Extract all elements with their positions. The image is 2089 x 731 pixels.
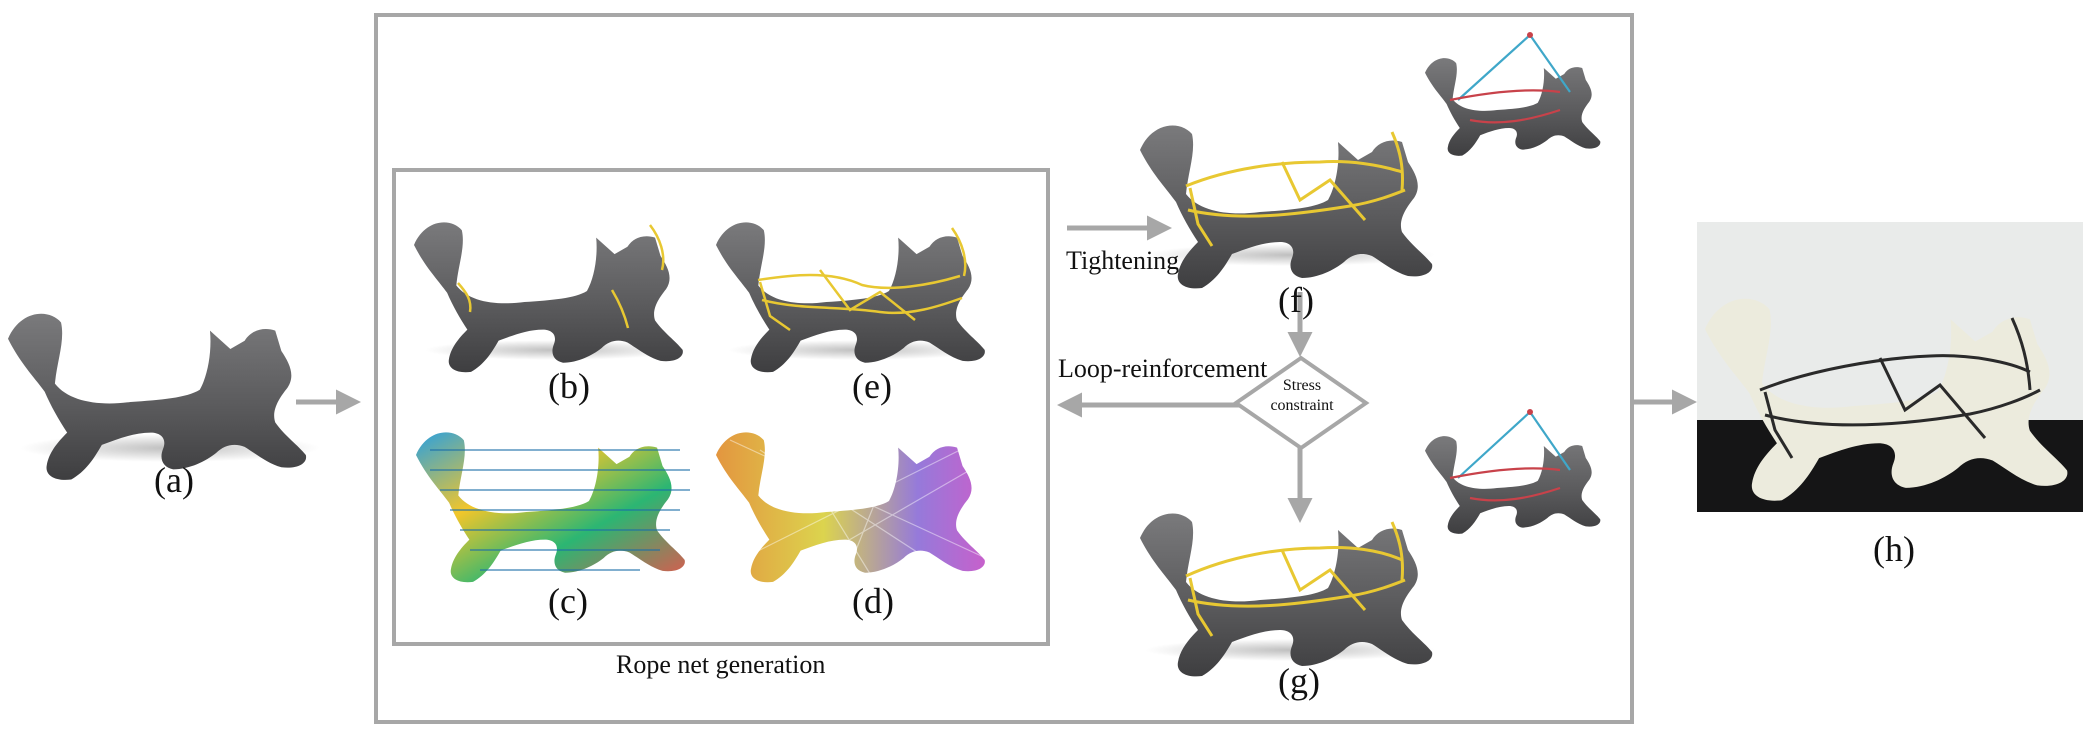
stress-constraint-diamond [1232,355,1370,451]
panel-label-g: (g) [1278,661,1320,701]
rope-net-icon [729,439,991,591]
panel-label-h: (h) [1873,529,1915,569]
rope-net-icon [1185,521,1406,637]
cable-model-f [1425,32,1601,156]
panel-label-c: (c) [548,581,588,621]
model-a [8,313,320,480]
model-g [1140,513,1435,677]
stress-caption-line1: Stress [1282,377,1322,394]
process-frame [374,13,1634,724]
loop-reinforcement-caption: Loop-reinforcement [1058,354,1268,383]
panel-label-d: (d) [852,581,894,621]
rope-net-generation-caption: Rope net generation [616,650,826,679]
model-b [414,222,685,373]
fox-sculpture-icon [1425,58,1601,156]
photo-h [1697,222,2083,512]
panel-label-f: (f) [1278,280,1314,320]
model-d [716,432,991,591]
rope-net-icon [430,449,690,571]
rope-net-icon [757,227,967,332]
cable-lines [1449,34,1571,124]
panel-label-a: (a) [154,460,194,500]
tightening-caption: Tightening [1066,246,1180,275]
model-f [1140,125,1435,289]
fox-sculpture-icon [716,432,985,583]
model-c [416,432,690,583]
panel-label-e: (e) [852,366,892,406]
cable-lines [1449,411,1571,502]
rope-net-icon [1759,317,2041,459]
rope-net-frame [392,168,1050,646]
fox-sculpture-icon [1425,436,1601,534]
stress-caption-line2: constraint [1270,397,1334,414]
rope-net-icon [1185,131,1406,247]
rope-net-icon [457,224,665,329]
cable-model-g [1425,409,1601,534]
fox-sculpture-icon [416,432,685,583]
model-e [716,222,988,373]
panel-label-b: (b) [548,366,590,406]
